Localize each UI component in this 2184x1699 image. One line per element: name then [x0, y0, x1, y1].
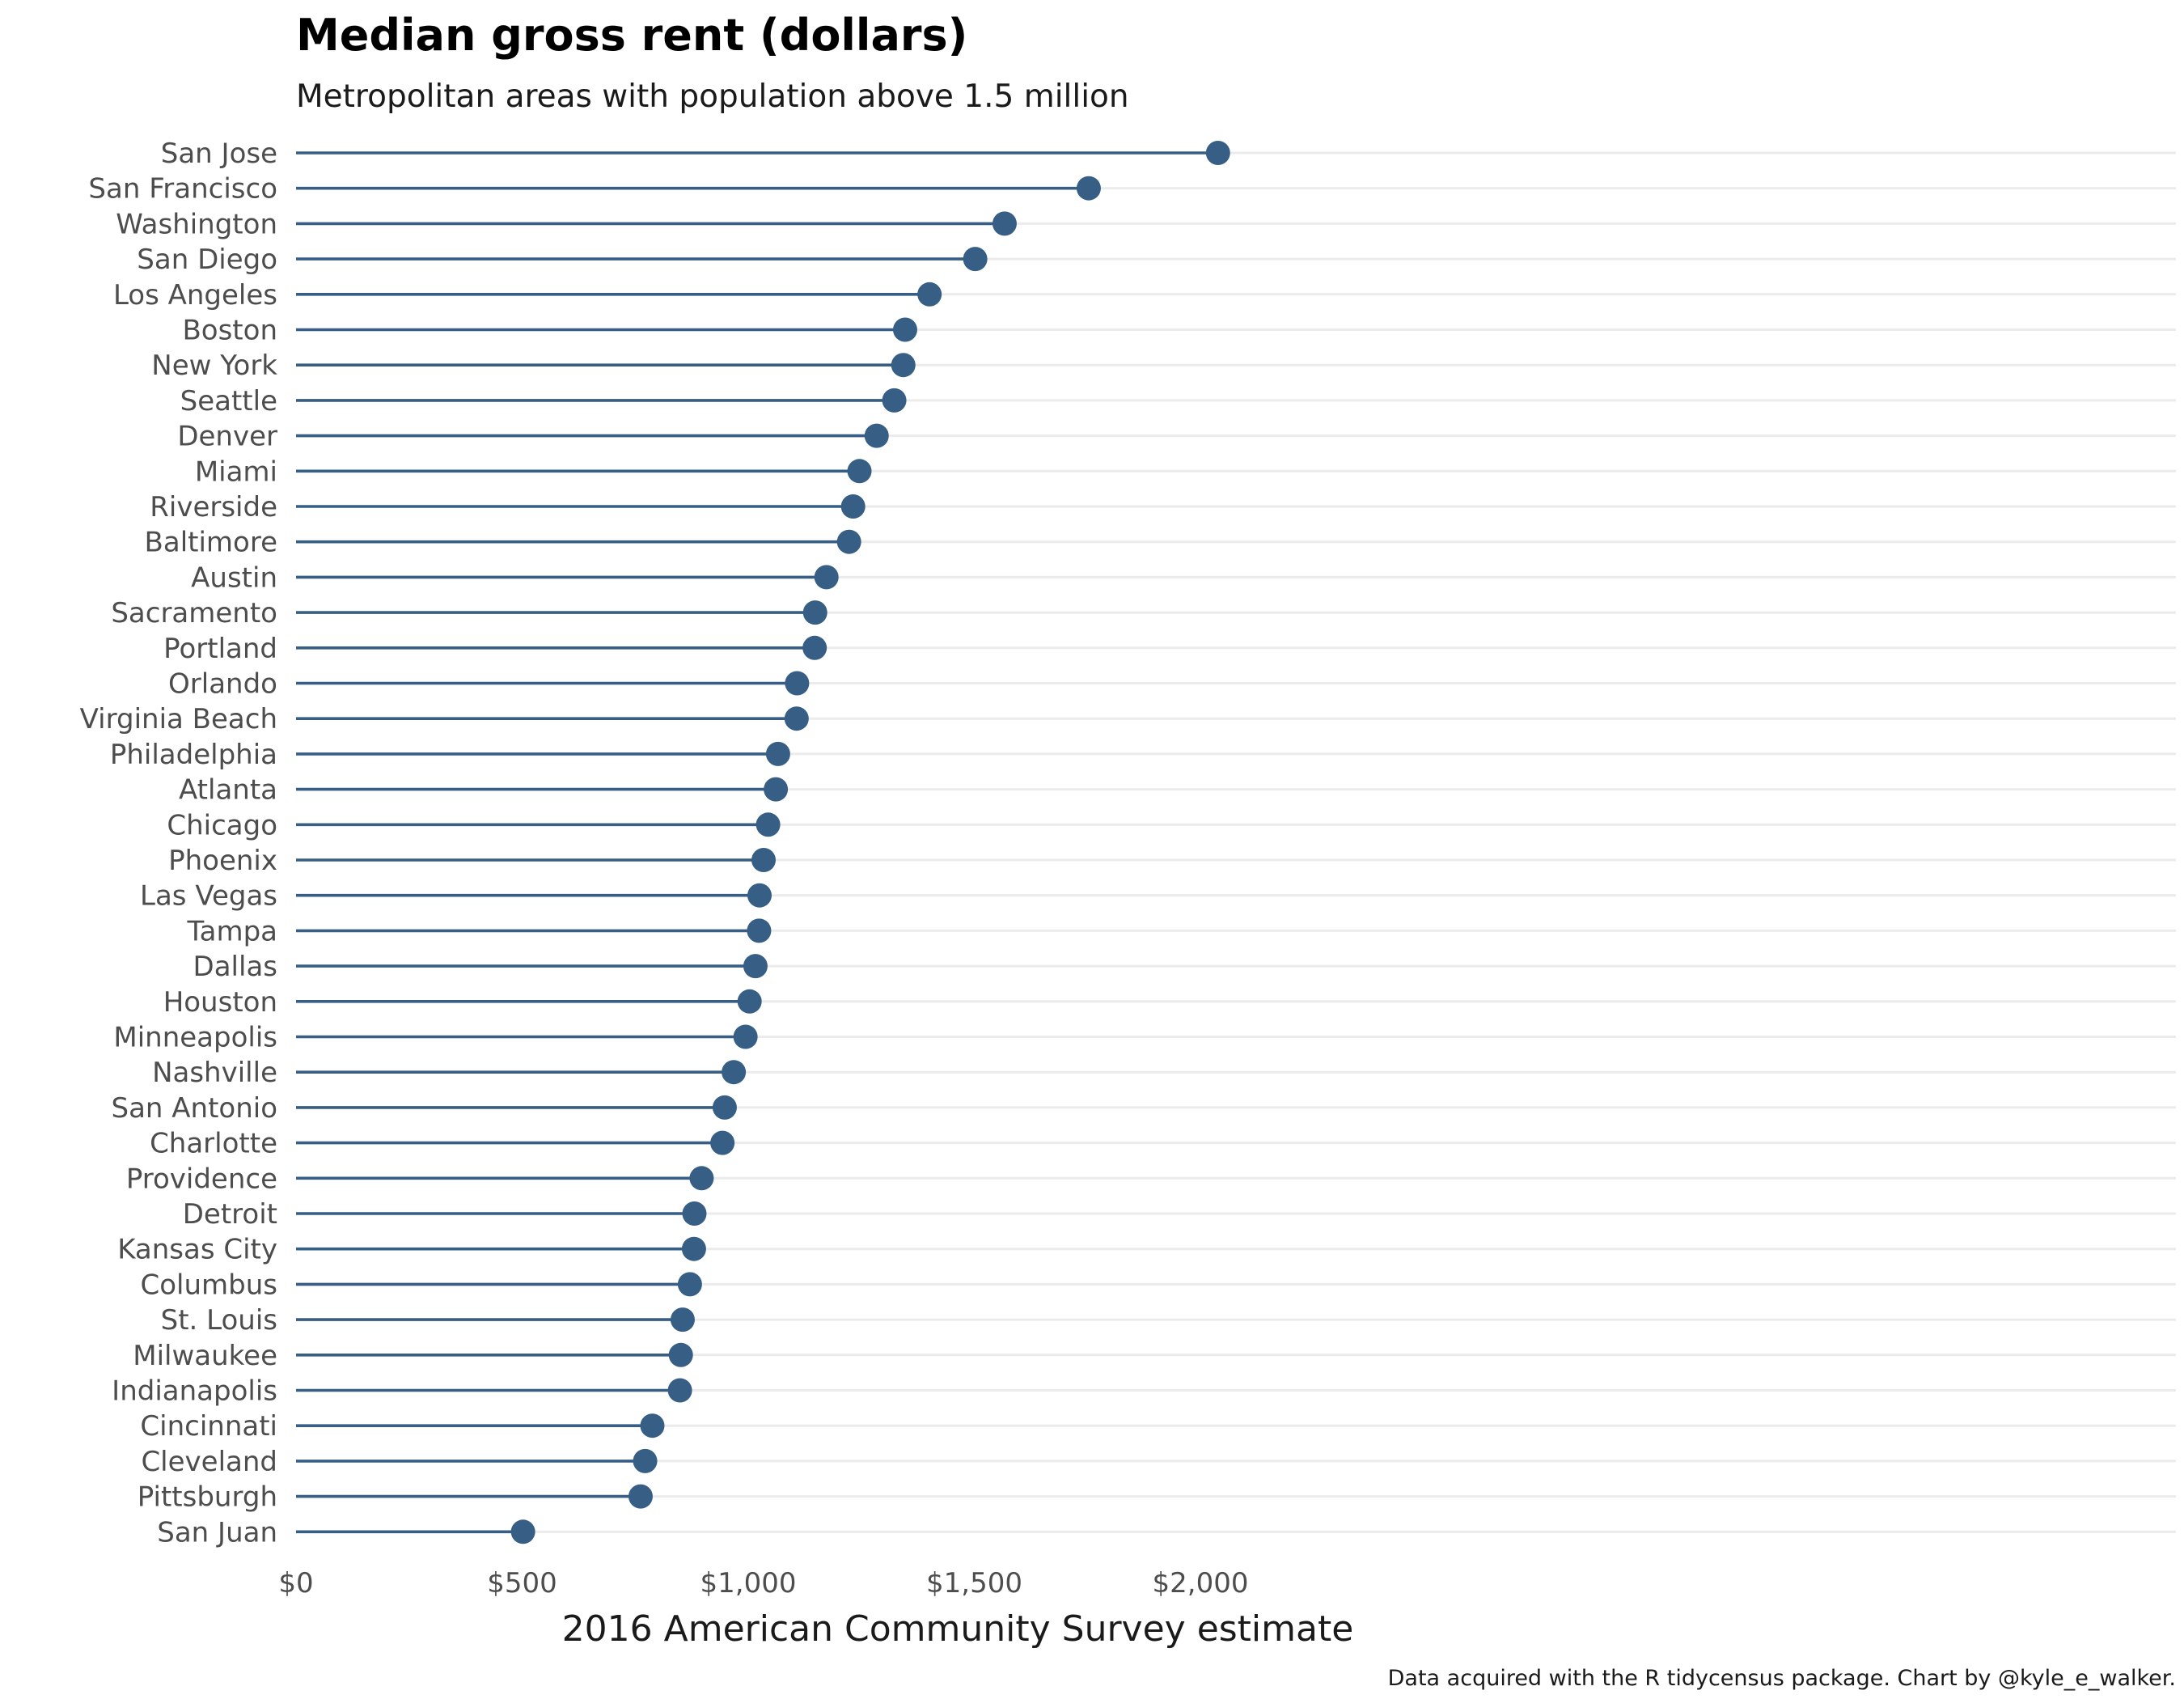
category-label: Los Angeles: [113, 279, 277, 311]
data-point: [677, 1272, 702, 1297]
data-point: [756, 812, 781, 837]
data-point: [640, 1413, 665, 1438]
category-label: Milwaukee: [133, 1340, 277, 1372]
category-label: Denver: [177, 421, 277, 453]
x-tick-label: $1,500: [926, 1567, 1022, 1599]
data-point: [722, 1060, 747, 1085]
category-label: Charlotte: [150, 1128, 277, 1160]
category-label: Boston: [182, 315, 277, 347]
category-label: Columbus: [140, 1269, 277, 1301]
x-axis-ticks: $0 $500 $1,000 $1,500 $2,000: [278, 1567, 1248, 1599]
category-label: Nashville: [152, 1057, 277, 1089]
data-point: [668, 1342, 693, 1367]
data-point: [712, 1095, 737, 1120]
category-label: Philadelphia: [110, 739, 277, 771]
data-point: [764, 777, 789, 802]
data-point: [814, 565, 839, 590]
data-point: [891, 353, 916, 378]
data-point: [1076, 176, 1101, 201]
data-point: [689, 1166, 714, 1191]
data-point: [765, 741, 790, 766]
category-label: Seattle: [180, 385, 277, 417]
data-point: [747, 918, 772, 943]
data-point: [751, 848, 777, 872]
data-point: [628, 1484, 653, 1509]
data-point: [1205, 141, 1230, 165]
category-label: Riverside: [150, 491, 277, 523]
category-label: Portland: [163, 633, 277, 665]
data-point: [892, 317, 917, 342]
category-label: Pittsburgh: [138, 1481, 277, 1514]
category-label: Indianapolis: [112, 1375, 277, 1408]
data-point: [864, 423, 889, 448]
data-point: [917, 282, 942, 307]
category-label: Washington: [116, 208, 277, 240]
data-point: [847, 459, 872, 484]
chart-title: Median gross rent (dollars): [296, 10, 967, 61]
data-point: [785, 671, 810, 696]
category-label: San Diego: [137, 244, 277, 276]
category-label: Atlanta: [179, 774, 277, 807]
data-point: [836, 529, 861, 554]
category-label: Tampa: [186, 915, 277, 947]
x-tick-label: $2,000: [1153, 1567, 1249, 1599]
category-label: Orlando: [168, 668, 277, 701]
chart-subtitle: Metropolitan areas with population above…: [296, 78, 1129, 115]
grid-lines: [296, 151, 2176, 1533]
data-point: [882, 388, 907, 413]
data-point: [802, 600, 827, 625]
data-point: [743, 954, 768, 979]
category-label: Detroit: [183, 1198, 277, 1231]
category-label: Cincinnati: [140, 1410, 277, 1443]
x-tick-label: $1,000: [700, 1567, 797, 1599]
category-label: Austin: [191, 561, 277, 594]
category-label: Providence: [126, 1163, 277, 1195]
category-label: Chicago: [167, 809, 277, 841]
category-label: San Jose: [161, 138, 277, 170]
category-label: Houston: [163, 986, 277, 1019]
data-point: [670, 1307, 695, 1333]
data-point: [963, 247, 988, 272]
data-point: [747, 883, 772, 908]
data-point: [737, 989, 762, 1014]
category-label: St. Louis: [161, 1304, 277, 1337]
category-label: Cleveland: [141, 1446, 277, 1478]
data-point: [840, 494, 866, 519]
category-label: Kansas City: [117, 1234, 277, 1266]
chart-marks: [296, 141, 1230, 1544]
category-label: Dallas: [193, 951, 277, 983]
category-label: Las Vegas: [140, 880, 277, 913]
x-tick-label: $500: [487, 1567, 557, 1599]
data-point: [510, 1519, 535, 1544]
category-label: Miami: [195, 455, 277, 488]
data-point: [784, 706, 809, 731]
data-point: [802, 635, 827, 660]
category-label: San Francisco: [88, 173, 277, 205]
category-label: Minneapolis: [113, 1022, 277, 1054]
category-label: San Juan: [157, 1516, 277, 1549]
x-tick-label: $0: [278, 1567, 313, 1599]
category-label: New York: [151, 350, 277, 382]
data-point: [633, 1448, 658, 1473]
data-point: [733, 1024, 758, 1049]
category-label: Virginia Beach: [80, 703, 277, 735]
data-point: [710, 1130, 735, 1155]
data-point: [992, 211, 1017, 236]
category-label: Phoenix: [168, 845, 277, 877]
chart-caption: Data acquired with the R tidycensus pack…: [1388, 1666, 2176, 1691]
x-axis-title: 2016 American Community Survey estimate: [562, 1608, 1354, 1650]
category-label: Sacramento: [111, 597, 277, 629]
data-point: [682, 1201, 707, 1226]
data-point: [681, 1236, 706, 1261]
category-label: San Antonio: [111, 1092, 277, 1125]
data-point: [667, 1378, 692, 1403]
category-label: Baltimore: [145, 527, 277, 559]
